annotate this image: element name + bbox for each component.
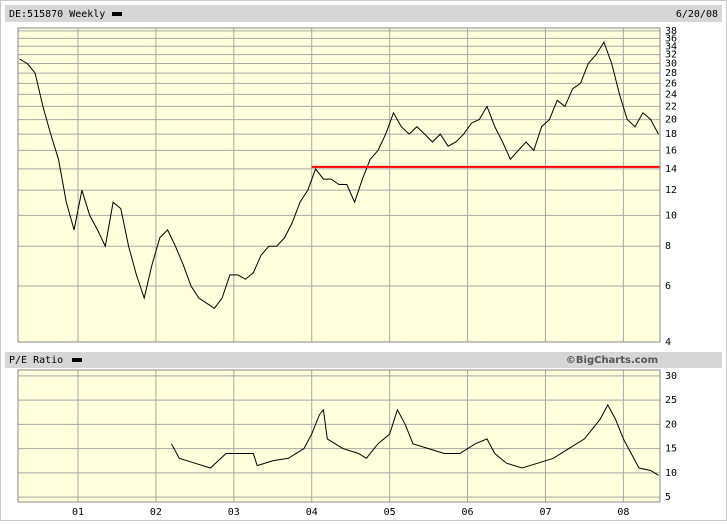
header-bar xyxy=(5,352,722,368)
x-tick-label: 08 xyxy=(617,507,629,518)
y-tick-label: 15 xyxy=(665,444,677,455)
y-tick-label: 20 xyxy=(665,419,677,430)
legend-swatch xyxy=(112,12,122,16)
y-tick-label: 18 xyxy=(665,129,677,140)
plot-frame xyxy=(17,27,661,343)
chart-title: DE:515870 Weekly xyxy=(9,9,105,20)
header-bar xyxy=(5,5,722,22)
y-tick-label: 30 xyxy=(665,371,677,382)
x-tick-label: 07 xyxy=(539,507,551,518)
x-tick-label: 01 xyxy=(72,507,84,518)
x-tick-label: 06 xyxy=(462,507,474,518)
y-tick-label: 10 xyxy=(665,468,677,479)
x-tick-label: 05 xyxy=(384,507,396,518)
y-tick-label: 12 xyxy=(665,185,677,196)
source-label: ©BigCharts.com xyxy=(566,355,658,366)
plot-frame xyxy=(17,369,661,503)
x-tick-label: 02 xyxy=(150,507,162,518)
y-tick-label: 25 xyxy=(665,395,677,406)
x-tick-label: 04 xyxy=(306,507,318,518)
y-tick-label: 38 xyxy=(665,26,677,37)
price-line xyxy=(171,403,659,476)
y-tick-label: 6 xyxy=(665,281,671,292)
y-tick-label: 14 xyxy=(665,164,677,175)
plot-area xyxy=(17,369,661,503)
y-tick-label: 30 xyxy=(665,59,677,70)
y-tick-label: 26 xyxy=(665,78,677,89)
y-tick-label: 8 xyxy=(665,241,671,252)
panel-title: P/E Ratio xyxy=(9,355,63,366)
legend-swatch xyxy=(72,358,82,362)
y-tick-label: 24 xyxy=(665,89,677,100)
y-tick-label: 5 xyxy=(665,492,671,503)
price-line xyxy=(19,41,659,310)
y-tick-label: 4 xyxy=(665,337,671,348)
y-tick-label: 28 xyxy=(665,68,677,79)
y-tick-label: 22 xyxy=(665,101,677,112)
y-tick-label: 34 xyxy=(665,41,677,52)
date-label: 6/20/08 xyxy=(676,9,718,20)
x-tick-label: 03 xyxy=(228,507,240,518)
y-tick-label: 20 xyxy=(665,115,677,126)
y-tick-label: 36 xyxy=(665,33,677,44)
y-tick-label: 16 xyxy=(665,145,677,156)
y-tick-label: 10 xyxy=(665,210,677,221)
y-tick-label: 32 xyxy=(665,50,677,61)
